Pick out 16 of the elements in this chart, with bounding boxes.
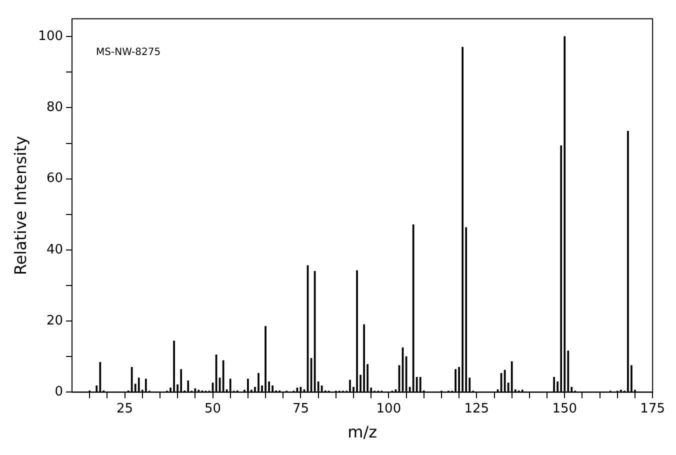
- y-tick-label: 60: [46, 171, 64, 186]
- x-tick-label: 175: [640, 401, 666, 416]
- x-tick-label: 125: [464, 401, 490, 416]
- x-tick-label: 100: [376, 401, 402, 416]
- x-tick-label: 50: [204, 401, 222, 416]
- y-tick-label: 100: [38, 28, 64, 44]
- x-tick-label: 25: [116, 401, 134, 416]
- y-tick-label: 20: [46, 313, 64, 328]
- y-axis-title: Relative Intensity: [10, 136, 30, 276]
- x-tick-label: 75: [292, 401, 309, 416]
- x-axis-title: m/z: [348, 422, 377, 442]
- y-tick-label: 0: [54, 384, 64, 400]
- x-tick-label: 150: [552, 401, 578, 416]
- annotation: MS-NW-8275: [96, 46, 161, 58]
- y-tick-label: 40: [46, 242, 64, 258]
- y-tick-label: 80: [46, 100, 64, 116]
